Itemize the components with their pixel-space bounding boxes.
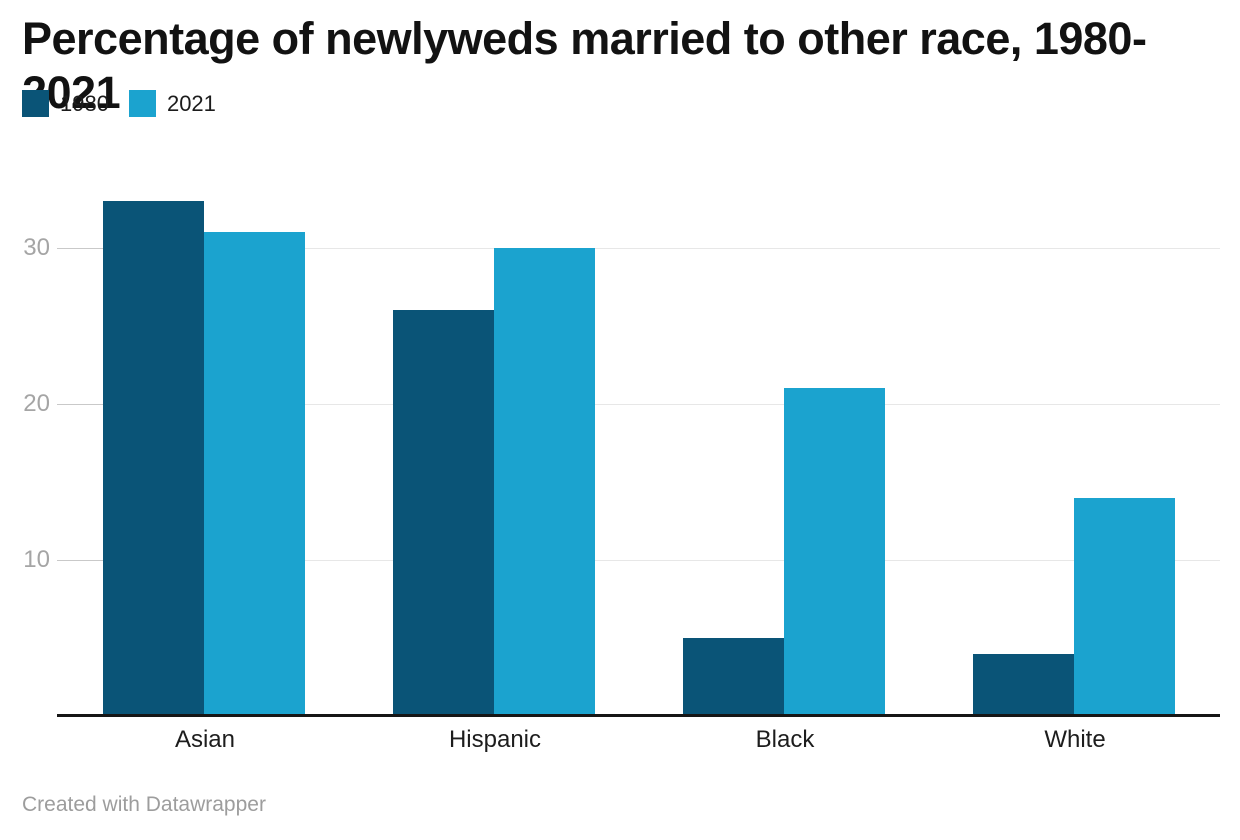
legend: 1980 2021 [22,90,216,117]
bar-1980-asian [103,201,204,716]
gridline-30 [103,248,1220,249]
bar-2021-asian [204,232,305,716]
y-tick-label-30: 30 [23,234,50,261]
legend-item-1980: 1980 [22,90,109,117]
legend-label-1980: 1980 [60,90,109,116]
bar-1980-white [973,653,1074,716]
y-tick-label-10: 10 [23,546,50,573]
x-axis-baseline [57,714,1220,717]
bar-2021-black [784,388,885,716]
y-tick-30 [57,248,103,249]
x-label-white: White [1044,726,1106,753]
y-tick-10 [57,560,103,561]
legend-label-2021: 2021 [166,90,216,116]
bar-2021-hispanic [494,248,595,716]
y-tick-label-20: 20 [23,390,50,417]
x-label-black: Black [755,726,815,753]
legend-swatch-2021 [128,90,156,117]
gridline-20 [103,404,1220,405]
y-tick-20 [57,404,103,405]
legend-item-2021: 2021 [128,90,216,117]
legend-swatch-1980 [22,90,49,117]
gridline-10 [103,560,1220,561]
x-label-asian: Asian [174,726,236,753]
bar-2021-white [1074,497,1175,716]
bar-1980-hispanic [393,310,494,716]
datawrapper-credit: Created with Datawrapper [22,793,266,816]
x-label-hispanic: Hispanic [448,726,542,753]
chart-title: Percentage of newlyweds married to other… [22,13,1147,118]
bar-1980-black [683,638,784,716]
